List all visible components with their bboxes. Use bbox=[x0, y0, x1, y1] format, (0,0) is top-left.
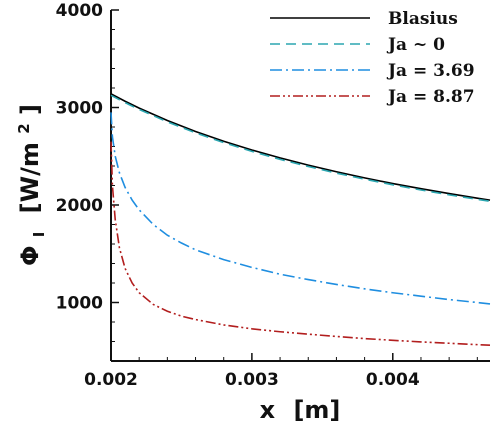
y-axis-subscript: I bbox=[30, 232, 48, 238]
y-axis-title: Φ I [W/m 2 ] bbox=[7, 104, 50, 266]
x-tick-label: 0.002 bbox=[84, 370, 138, 390]
y-axis-unit: [W/m bbox=[16, 142, 44, 213]
y-tick-label: 2000 bbox=[56, 196, 103, 216]
series-layer bbox=[110, 93, 491, 346]
legend-label: Ja ~ 0 bbox=[386, 35, 445, 55]
legend: Blasius Ja ~ 0 Ja = 3.69 Ja = 8.87 bbox=[270, 9, 475, 107]
x-tick-label: 0.004 bbox=[366, 370, 420, 390]
x-axis-title: x [m] bbox=[260, 396, 341, 424]
y-axis-unit-close: ] bbox=[16, 104, 44, 115]
series-line-1 bbox=[110, 93, 491, 201]
legend-label: Ja = 3.69 bbox=[386, 61, 475, 81]
series-line-3 bbox=[110, 112, 491, 305]
y-tick-label: 1000 bbox=[56, 294, 103, 314]
x-ticks: 0.002 0.003 0.004 bbox=[84, 353, 420, 390]
series-line-2 bbox=[110, 94, 491, 203]
x-axis-symbol: x bbox=[260, 396, 276, 424]
y-axis-symbol: Φ bbox=[16, 246, 44, 266]
legend-label: Ja = 8.87 bbox=[386, 87, 475, 107]
y-tick-label: 4000 bbox=[56, 1, 103, 21]
legend-label: Blasius bbox=[388, 9, 458, 29]
y-tick-label: 3000 bbox=[56, 99, 103, 119]
x-tick-label: 0.003 bbox=[225, 370, 279, 390]
y-axis-unit-exponent: 2 bbox=[15, 123, 33, 133]
series-line-4 bbox=[110, 141, 491, 346]
y-ticks: 1000 2000 3000 4000 bbox=[56, 1, 119, 314]
x-axis-unit: [m] bbox=[293, 396, 340, 424]
